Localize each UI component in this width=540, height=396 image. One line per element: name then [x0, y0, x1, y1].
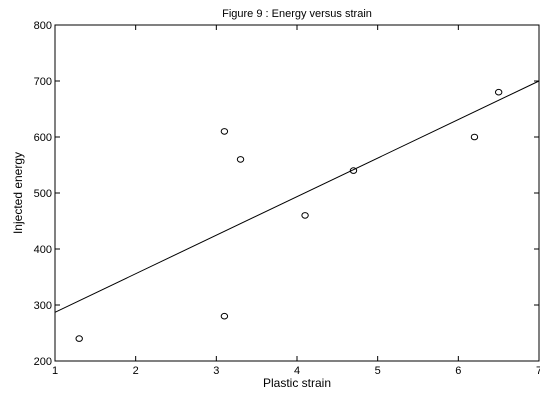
- x-tick-label: 2: [133, 365, 139, 377]
- y-tick-label: 500: [34, 188, 52, 200]
- data-point: [470, 133, 479, 141]
- y-tick-label: 200: [34, 356, 52, 368]
- x-tick-label: 7: [536, 365, 540, 377]
- axis-ticks: [54, 24, 540, 362]
- data-point: [236, 156, 245, 163]
- chart-title: Figure 9 : Energy versus strain: [222, 8, 372, 20]
- data-point: [301, 212, 309, 219]
- x-tick-label: 1: [52, 365, 58, 377]
- data-points: [75, 88, 503, 342]
- y-tick-label: 300: [34, 300, 52, 312]
- data-point: [220, 312, 229, 320]
- y-axis-label: Injected energy: [11, 152, 25, 234]
- data-point: [494, 88, 503, 96]
- fit-line: [54, 80, 540, 313]
- x-axis-label: Plastic strain: [263, 376, 331, 390]
- x-tick-label: 3: [213, 365, 219, 377]
- y-tick-label: 600: [34, 132, 52, 144]
- data-point: [220, 128, 229, 135]
- data-point: [75, 335, 83, 342]
- x-tick-label: 4: [294, 365, 300, 377]
- plot-frame: [54, 24, 540, 362]
- x-tick-label: 5: [375, 365, 381, 377]
- y-tick-label: 700: [34, 76, 52, 88]
- x-tick-label: 6: [455, 365, 461, 377]
- tick-labels: 1 2 3 4 5 6 7 200 300 400 500 600 700 800: [34, 20, 540, 377]
- y-tick-label: 400: [34, 244, 52, 256]
- fit-line-group: [54, 80, 540, 313]
- data-point: [349, 167, 358, 174]
- y-tick-label: 800: [34, 20, 52, 32]
